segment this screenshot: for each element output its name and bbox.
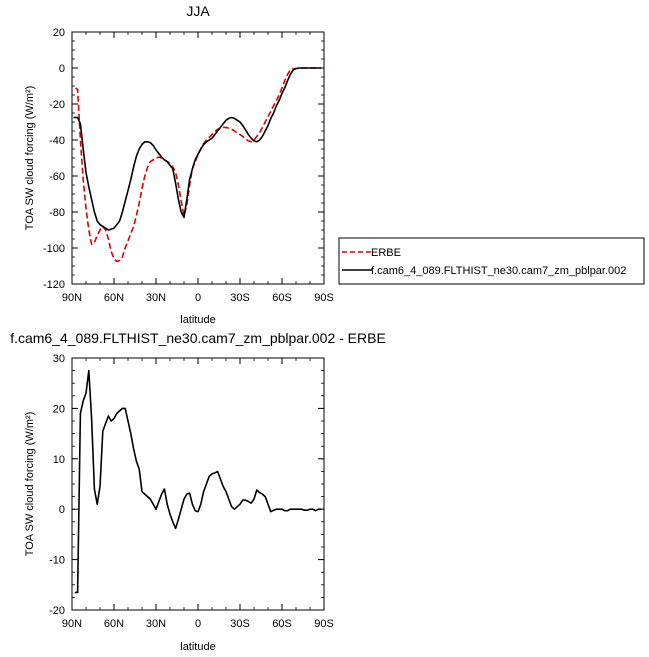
y-tick-label: 10 (53, 454, 65, 466)
legend-box (338, 237, 645, 285)
y-tick-label: 0 (59, 63, 65, 75)
y-tick-label: 30 (53, 353, 65, 365)
x-tick-label: 90N (62, 292, 82, 304)
x-tick-label: 0 (195, 292, 201, 304)
x-tick-label: 90N (62, 618, 82, 630)
panel-top: JJA 90N 60N 30N 0 30S 60S 90S 20 0 -20 -40 -60 -80 -1… (24, 3, 334, 326)
x-tick-label: 90S (314, 292, 334, 304)
y-tick-label: -20 (49, 605, 65, 617)
series-layer (74, 369, 322, 594)
x-tick-label: 90S (314, 618, 334, 630)
plot-frame (71, 357, 325, 611)
y-axis-title: TOA SW cloud forcing (W/m²) (24, 412, 36, 557)
x-tick-label: 60N (104, 292, 124, 304)
y-tick-label: 20 (53, 403, 65, 415)
x-tick-label: 30N (146, 292, 166, 304)
y-tick-label: -20 (49, 99, 65, 111)
legend-label-erbe: ERBE (371, 247, 401, 259)
axis-ticks: 90N 60N 30N 0 30S 60S 90S 30 20 10 0 -10 -20 (49, 353, 334, 630)
y-tick-label: -120 (43, 279, 65, 291)
y-tick-label: 20 (53, 27, 65, 39)
chart-title: f.cam6_4_089.FLTHIST_ne30.cam7_zm_pblpar… (10, 330, 386, 346)
y-tick-label: -100 (43, 243, 65, 255)
x-tick-label: 60S (272, 618, 292, 630)
y-tick-label: 0 (59, 504, 65, 516)
plot-frame (71, 31, 325, 285)
x-axis-title: latitude (180, 641, 215, 653)
series-line-0 (74, 67, 322, 263)
series-layer (73, 67, 322, 263)
x-axis-title: latitude (180, 314, 215, 326)
x-tick-label: 60N (104, 618, 124, 630)
y-axis-title: TOA SW cloud forcing (W/m²) (24, 86, 36, 231)
y-tick-label: -80 (49, 207, 65, 219)
x-tick-label: 60S (272, 292, 292, 304)
axis-ticks: 90N 60N 30N 0 30S 60S 90S 20 0 -20 -40 -60 -80 -100 -1… (43, 27, 334, 304)
chart-title: JJA (186, 3, 210, 19)
y-tick-label: -60 (49, 171, 65, 183)
series-line-0 (74, 369, 322, 594)
y-tick-label: -40 (49, 135, 65, 147)
legend-label-model: f.cam6_4_089.FLTHIST_ne30.cam7_zm_pblpar… (371, 265, 626, 277)
x-tick-label: 30S (230, 292, 250, 304)
x-tick-label: 0 (195, 618, 201, 630)
legend: ERBE f.cam6_4_089.FLTHIST_ne30.cam7_zm_p… (338, 237, 645, 285)
x-tick-label: 30N (146, 618, 166, 630)
y-tick-label: -10 (49, 555, 65, 567)
series-line-1 (73, 67, 322, 231)
panel-bottom: f.cam6_4_089.FLTHIST_ne30.cam7_zm_pblpar… (10, 330, 386, 653)
x-tick-label: 30S (230, 618, 250, 630)
